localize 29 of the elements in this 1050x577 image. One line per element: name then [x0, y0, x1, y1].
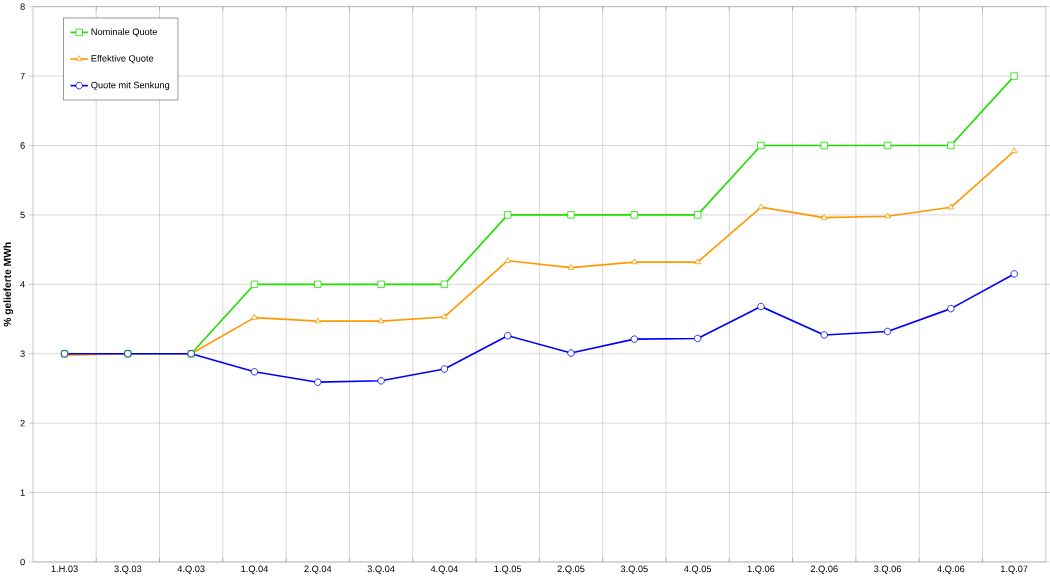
x-tick-label: 2.Q.04: [304, 565, 332, 574]
legend-label: Effektive Quote: [91, 54, 154, 64]
x-tick-label: 3.Q.04: [367, 565, 395, 574]
y-tick-label: 0: [20, 558, 25, 566]
y-tick-label: 6: [20, 142, 25, 149]
y-tick-label: 2: [20, 419, 25, 427]
y-tick-label: 4: [20, 281, 25, 288]
x-tick-label: 1.H.03: [51, 565, 78, 573]
y-tick-label: 8: [20, 3, 25, 10]
legend-label: Nominale Quote: [91, 28, 158, 37]
x-tick-label: 3.Q.05: [620, 565, 648, 574]
y-tick-label: 1: [20, 489, 25, 496]
x-tick-label: 2.Q.05: [557, 565, 585, 574]
x-tick-label: 4.Q.05: [683, 565, 712, 574]
x-tick-label: 3.Q.06: [874, 565, 901, 574]
x-tick-label: 3.Q.03: [114, 565, 142, 574]
y-tick-label: 7: [20, 72, 25, 80]
y-tick-label: 3: [20, 350, 25, 357]
x-tick-label: 4.Q.06: [937, 565, 965, 574]
y-axis-title: % gelieferte MWh: [3, 242, 14, 327]
x-tick-label: 1.Q.04: [241, 565, 269, 574]
x-tick-label: 1.Q.07: [1001, 565, 1028, 574]
x-tick-label: 1.Q.06: [747, 565, 775, 574]
x-tick-label: 2.Q.06: [810, 565, 838, 574]
y-tick-label: 5: [20, 211, 25, 219]
x-tick-label: 4.Q.04: [430, 565, 458, 574]
x-tick-label: 1.Q.05: [494, 565, 522, 574]
x-tick-label: 4.Q.03: [177, 565, 205, 574]
legend-label: Quote mit Senkung: [91, 81, 170, 91]
